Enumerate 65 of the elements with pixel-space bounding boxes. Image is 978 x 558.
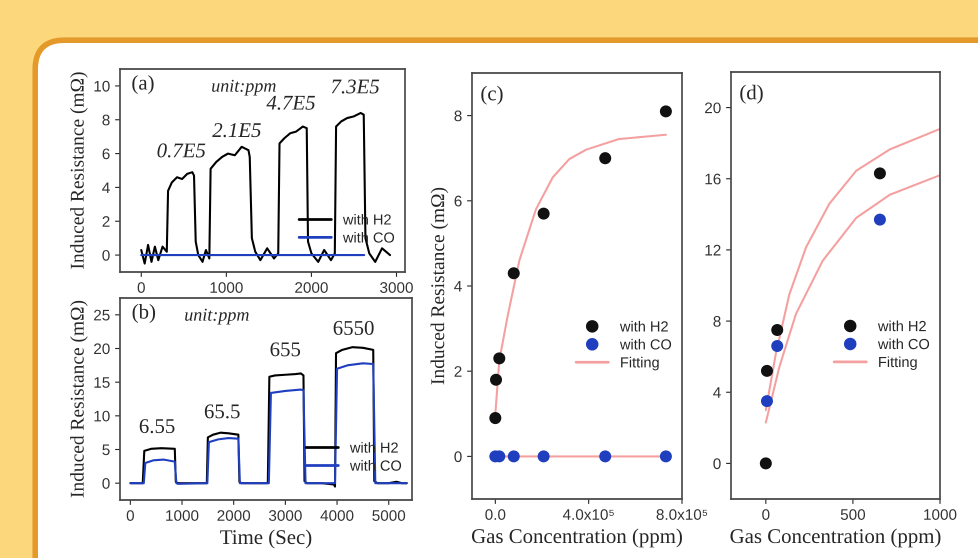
y-tick-label: 4	[102, 182, 110, 193]
x-tick-label: 5000	[372, 510, 406, 521]
x-tick-label: 4.0x10⁵	[562, 509, 614, 520]
x-tick-label: 0	[138, 282, 145, 293]
x-tick-label: 4000	[320, 510, 354, 521]
x-tick-label: 500	[840, 509, 866, 520]
x-tick-label: 3000	[268, 510, 302, 521]
y-tick-label: 12	[705, 244, 721, 256]
y-axis-title: Induced Resistance (mΩ)	[70, 72, 88, 269]
x-tick-label: 1000	[166, 510, 198, 521]
annotation: 6.55	[140, 419, 174, 434]
y-tick-label: 16	[705, 174, 721, 184]
annotation: 0.7E5	[157, 143, 206, 158]
y-tick-label: 8	[454, 110, 462, 122]
x-tick-label: 8.0x10⁵	[656, 509, 708, 520]
y-tick-label: 5	[102, 444, 110, 456]
annotation: 6550	[334, 320, 374, 335]
y-tick-label: 15	[94, 377, 110, 388]
legend-label: Fitting	[879, 356, 917, 370]
chart-title: (a)	[132, 75, 154, 94]
annotation: 2.1E5	[212, 123, 261, 138]
legend-label: with H2	[878, 320, 926, 332]
y-tick-label: 4	[454, 281, 462, 292]
y-tick-label: 0	[102, 478, 110, 489]
annotation: 7.3E5	[332, 80, 380, 94]
annotation: 655	[270, 342, 300, 356]
legend-label: with CO	[620, 338, 672, 350]
x-tick-label: 3000	[380, 282, 413, 293]
y-tick-label: 6	[454, 196, 462, 206]
annotation: 4.7E5	[266, 96, 315, 110]
text: (c)	[481, 86, 503, 105]
annotation: unit:ppm	[185, 308, 249, 324]
y-tick-label: 10	[94, 80, 110, 92]
legend-label: Fitting	[621, 356, 659, 370]
y-tick-label: 8	[713, 316, 721, 327]
y-tick-label: 10	[94, 410, 110, 422]
y-tick-label: 0	[713, 458, 721, 470]
text: (d)	[740, 84, 763, 104]
x-tick-label: 2000	[217, 510, 250, 521]
legend-label: with H2	[620, 320, 668, 332]
y-tick-label: 2	[454, 366, 462, 377]
x-tick-label: 0	[126, 510, 134, 521]
y-tick-label: 0	[454, 451, 462, 462]
annotation: 65.5	[204, 404, 240, 418]
x-axis-title: Gas Concentration (ppm)	[730, 528, 940, 548]
y-tick-label: 8	[102, 114, 110, 126]
x-tick-label: 0	[762, 509, 770, 520]
x-axis-title: Gas Concentration (ppm)	[472, 528, 682, 548]
x-tick-label: 2000	[295, 282, 328, 293]
y-axis-title: Induced Resistance (mΩ)	[70, 300, 88, 498]
x-tick-label: 0.0	[485, 509, 506, 520]
legend-label: with CO	[878, 338, 930, 350]
annotation: unit:ppm	[212, 80, 276, 96]
y-axis-title: Induced Resistance (mΩ)	[430, 188, 448, 384]
x-tick-label: 1000	[924, 509, 956, 520]
y-tick-label: 20	[94, 343, 110, 354]
y-tick-label: 25	[94, 310, 110, 321]
y-tick-label: 4	[713, 387, 721, 398]
y-tick-label: 6	[102, 148, 110, 160]
y-tick-label: 0	[102, 250, 110, 261]
y-tick-label: 20	[705, 102, 721, 114]
x-axis-title: Time (Sec)	[220, 530, 312, 548]
chart-title: (b)	[132, 304, 156, 323]
y-tick-label: 2	[102, 216, 110, 227]
x-tick-label: 1000	[210, 282, 243, 293]
